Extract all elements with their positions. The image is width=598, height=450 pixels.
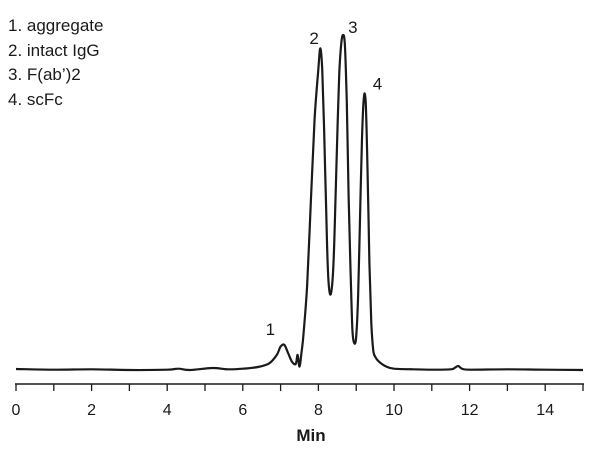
x-tick-label: 6 xyxy=(238,402,247,419)
peak-labels: 1 2 3 4 xyxy=(266,18,383,339)
x-tick-label: 2 xyxy=(87,402,96,419)
legend-entry-fab2: 3. F(ab’)2 xyxy=(8,65,81,84)
peak-label-2: 2 xyxy=(309,29,318,48)
legend: 1. aggregate 2. intact IgG 3. F(ab’)2 4.… xyxy=(8,14,103,112)
peak-label-4: 4 xyxy=(373,74,382,93)
peak-label-3: 3 xyxy=(348,18,357,37)
legend-entry-scfc: 4. scFc xyxy=(8,89,63,109)
x-axis-title: Min xyxy=(296,426,325,445)
x-ticks: 0 2 4 6 8 10 12 14 xyxy=(12,384,584,419)
x-tick-label: 8 xyxy=(314,402,323,419)
chromatogram-trace xyxy=(15,33,584,372)
legend-entry-aggregate: 1. aggregate xyxy=(8,16,104,35)
x-tick-label: 14 xyxy=(536,402,554,419)
legend-entry-intact-igg: 2. intact IgG xyxy=(8,40,100,60)
x-tick-label: 12 xyxy=(461,402,479,419)
x-tick-label: 0 xyxy=(12,402,21,419)
peak-label-1: 1 xyxy=(266,320,275,339)
trace-layer xyxy=(15,33,584,372)
x-tick-label: 4 xyxy=(163,402,172,419)
x-tick-label: 10 xyxy=(385,402,403,419)
